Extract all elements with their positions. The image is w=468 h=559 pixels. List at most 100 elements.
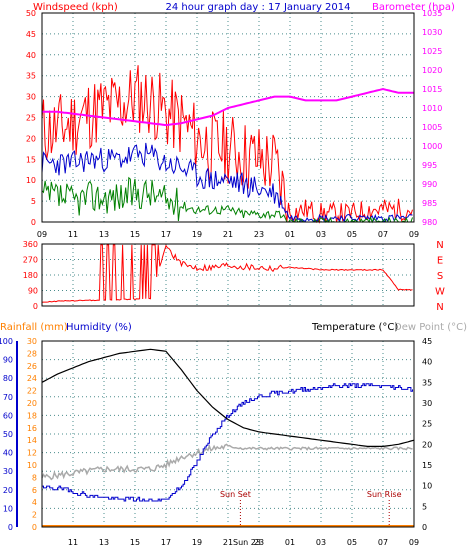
barometer-series-line	[42, 87, 414, 127]
x-tick-label-bottom: 09	[409, 538, 419, 547]
x-tick-label-bottom: 11	[68, 538, 78, 547]
dewpoint-axis-title: Dew Point (°C)	[394, 322, 467, 333]
x-tick-label-top: 21	[223, 230, 233, 239]
x-tick-label-bottom: Sun 23	[233, 538, 261, 547]
chart-title: 24 hour graph day : 17 January 2014	[166, 2, 351, 13]
plot-frame	[41, 340, 415, 528]
x-tick-label-top: 23	[254, 230, 264, 239]
direction-tick-label: 90	[28, 287, 38, 296]
humidity-series-line	[42, 383, 413, 502]
x-tick-label-top: 01	[285, 230, 295, 239]
temperature-tick-label: 5	[422, 502, 427, 511]
x-tick-label-bottom: 03	[316, 538, 326, 547]
plot-frame	[41, 12, 415, 223]
x-tick-label-bottom: 13	[99, 538, 109, 547]
compass-label: E	[437, 256, 443, 267]
direction-tick-label: 180	[23, 271, 38, 280]
x-tick-label-bottom: 05	[347, 538, 357, 547]
dewpoint-series-line	[41, 443, 413, 481]
x-tick-label-bottom: 17	[161, 538, 171, 547]
x-tick-label-top: 11	[68, 230, 78, 239]
windspeed-tick-label: 45	[26, 30, 36, 39]
wind-direction-line	[41, 244, 413, 303]
wind-pressure-panel: 0510152025303540455098098599099510001005…	[26, 9, 443, 239]
rainfall-tick-label: 2	[32, 511, 37, 520]
sun-event-label: Sun Set	[220, 490, 251, 499]
humidity-axis-title: Humidity (%)	[66, 322, 132, 333]
rainfall-tick-label: 24	[27, 374, 37, 383]
humidity-tick-label: 100	[0, 337, 13, 346]
temperature-tick-label: 25	[422, 420, 432, 429]
compass-label: W	[435, 287, 445, 298]
x-tick-label-bottom: 01	[285, 538, 295, 547]
direction-tick-label: 0	[33, 302, 38, 311]
humidity-tick-label: 0	[8, 523, 13, 532]
windspeed-tick-label: 5	[31, 197, 36, 206]
temperature-tick-label: 35	[422, 378, 432, 387]
rainfall-tick-label: 0	[32, 523, 37, 532]
compass-label: N	[436, 240, 443, 251]
average-series-line	[41, 142, 413, 223]
rainfall-tick-label: 10	[27, 461, 37, 470]
barometer-tick-label: 980	[422, 218, 437, 227]
windspeed-tick-label: 40	[26, 51, 36, 60]
x-tick-label-top: 15	[130, 230, 140, 239]
temperature-series-line	[41, 348, 415, 447]
direction-tick-label: 270	[23, 256, 38, 265]
barometer-tick-label: 1015	[422, 85, 442, 94]
compass-label: N	[436, 302, 443, 313]
rainfall-tick-label: 16	[27, 424, 37, 433]
rainfall-tick-label: 22	[27, 387, 37, 396]
windspeed-tick-label: 20	[26, 134, 36, 143]
humidity-tick-label: 70	[3, 393, 13, 402]
compass-label: S	[437, 271, 443, 282]
windspeed-tick-label: 15	[26, 155, 36, 164]
temp-humidity-panel: 0102030405060708090100024681012141618202…	[0, 337, 432, 547]
temperature-axis-title: Temperature (°C)	[311, 322, 398, 333]
temperature-tick-label: 0	[422, 523, 427, 532]
temperature-tick-label: 30	[422, 399, 432, 408]
humidity-tick-label: 60	[3, 411, 13, 420]
temperature-tick-label: 45	[422, 337, 432, 346]
barometer-tick-label: 1020	[422, 66, 442, 75]
windspeed-tick-label: 0	[31, 218, 36, 227]
temperature-tick-label: 10	[422, 482, 432, 491]
humidity-tick-label: 90	[3, 356, 13, 365]
direction-tick-label: 360	[23, 240, 38, 249]
humidity-tick-label: 80	[3, 374, 13, 383]
x-tick-label-top: 07	[378, 230, 388, 239]
rainfall-tick-label: 20	[27, 399, 37, 408]
barometer-tick-label: 1005	[422, 123, 442, 132]
rainfall-tick-label: 30	[27, 337, 37, 346]
plot-frame	[41, 243, 415, 307]
barometer-tick-label: 1010	[422, 104, 442, 113]
rainfall-axis-title: Rainfall (mm)	[0, 322, 68, 333]
humidity-tick-label: 40	[3, 449, 13, 458]
barometer-tick-label: 1000	[422, 142, 442, 151]
rainfall-tick-label: 4	[32, 498, 37, 507]
rainfall-tick-label: 8	[32, 473, 37, 482]
temperature-tick-label: 15	[422, 461, 432, 470]
windspeed-tick-label: 35	[26, 72, 36, 81]
windspeed-tick-label: 30	[26, 93, 36, 102]
sun-event-label: Sun Rise	[367, 490, 402, 499]
barometer-tick-label: 1035	[422, 9, 442, 18]
windspeed-tick-label: 50	[26, 9, 36, 18]
humidity-tick-label: 50	[3, 430, 13, 439]
x-tick-label-top: 13	[99, 230, 109, 239]
barometer-tick-label: 990	[422, 180, 437, 189]
x-tick-label-bottom: 07	[378, 538, 388, 547]
barometer-axis-title: Barometer (hpa)	[372, 2, 455, 13]
rainfall-tick-label: 18	[27, 411, 37, 420]
barometer-tick-label: 985	[422, 199, 437, 208]
barometer-tick-label: 1030	[422, 28, 442, 37]
humidity-tick-label: 10	[3, 504, 13, 513]
x-tick-label-top: 09	[37, 230, 47, 239]
barometer-tick-label: 995	[422, 161, 437, 170]
windspeed-tick-label: 25	[26, 114, 36, 123]
temperature-tick-label: 20	[422, 440, 432, 449]
x-tick-label-top: 05	[347, 230, 357, 239]
temperature-tick-label: 40	[422, 358, 432, 367]
